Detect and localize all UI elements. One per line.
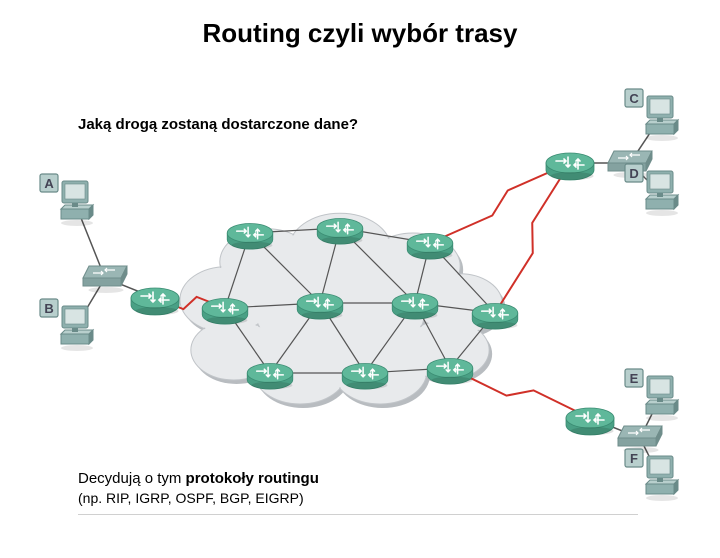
pc-icon: E [625,369,678,421]
router-icon [202,299,248,325]
router-icon [546,153,594,180]
svg-text:F: F [630,451,638,466]
pc-icon: F [625,449,678,501]
router-icon [297,294,343,320]
svg-text:E: E [630,371,639,386]
router-icon [131,288,179,315]
svg-text:C: C [629,91,639,106]
router-icon [342,364,388,390]
svg-text:A: A [44,176,54,191]
router-icon [247,364,293,390]
router-icon [227,224,273,250]
svg-text:B: B [44,301,53,316]
router-icon [407,234,453,260]
network-diagram: A B C D E F [0,18,720,558]
pc-icon: C [625,89,678,141]
router-icon [566,408,614,435]
router-icon [317,219,363,245]
switch-icon [83,266,127,293]
pc-icon: D [625,164,678,216]
router-icon [427,359,473,385]
pc-icon: B [40,299,93,351]
svg-text:D: D [629,166,638,181]
router-icon [472,304,518,330]
router-icon [392,294,438,320]
pc-icon: A [40,174,93,226]
